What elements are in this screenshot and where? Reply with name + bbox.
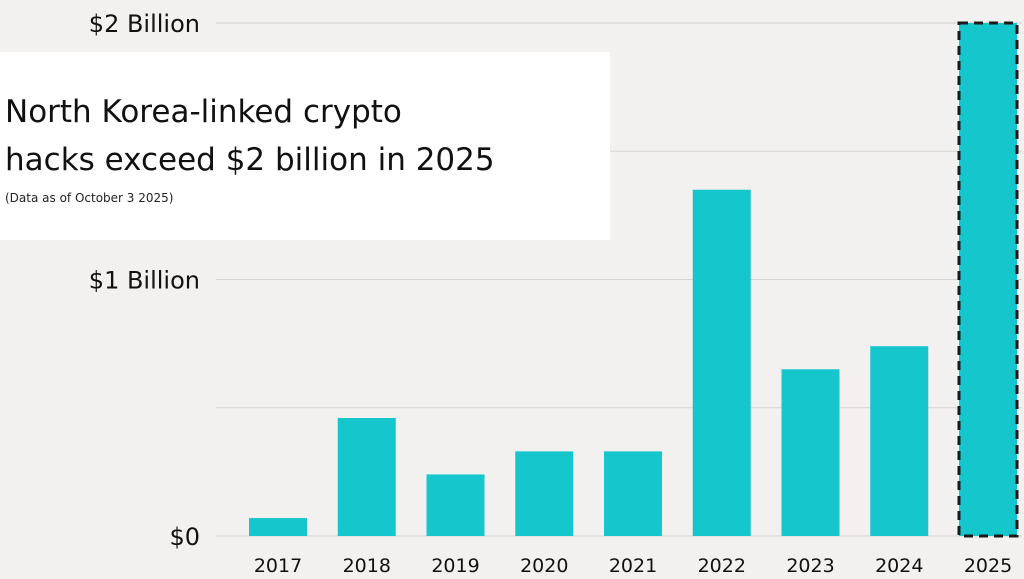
x-tick-label: 2018 bbox=[343, 555, 391, 577]
bar bbox=[337, 418, 396, 536]
bar bbox=[426, 474, 485, 536]
x-tick-label: 2017 bbox=[254, 555, 302, 577]
x-tick-label: 2022 bbox=[698, 555, 746, 577]
bar bbox=[249, 518, 307, 536]
bar bbox=[957, 21, 1019, 538]
chart-title: North Korea-linked crypto hacks exceed $… bbox=[5, 94, 495, 178]
bar bbox=[781, 369, 840, 536]
y-tick-label: $1 Billion bbox=[89, 267, 200, 295]
x-tick-label: 2020 bbox=[520, 555, 568, 577]
title-panel bbox=[0, 52, 610, 240]
x-tick-label: 2023 bbox=[786, 555, 834, 577]
y-tick-label: $0 bbox=[169, 523, 200, 551]
x-tick-label: 2024 bbox=[875, 555, 923, 577]
x-tick-label: 2025 bbox=[964, 555, 1012, 577]
bar bbox=[604, 451, 662, 536]
x-tick-label: 2019 bbox=[431, 555, 479, 577]
x-tick-label: 2021 bbox=[609, 555, 657, 577]
bar bbox=[515, 451, 574, 536]
y-tick-label: $2 Billion bbox=[89, 10, 200, 38]
chart-subtitle: (Data as of October 3 2025) bbox=[5, 191, 174, 205]
bar bbox=[692, 189, 751, 536]
bar bbox=[870, 346, 929, 536]
